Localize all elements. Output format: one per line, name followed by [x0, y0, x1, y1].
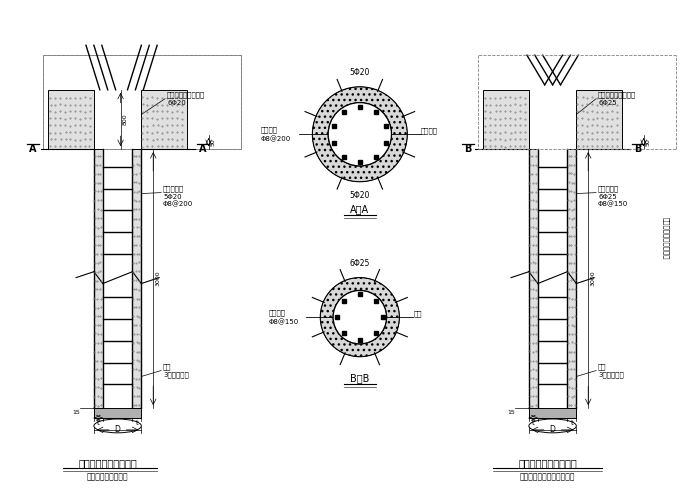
Text: 5Φ20: 5Φ20	[163, 194, 181, 200]
Text: t: t	[571, 420, 573, 426]
Wedge shape	[320, 278, 400, 357]
Bar	[94, 149, 103, 408]
Bar	[141, 90, 187, 149]
Text: 5Φ20: 5Φ20	[350, 191, 370, 200]
Text: 管桩与承台连接详图一: 管桩与承台连接详图一	[79, 458, 137, 468]
Text: B－B: B－B	[350, 373, 370, 384]
Bar	[567, 149, 576, 408]
Text: A: A	[29, 144, 37, 154]
Text: 抗拔桩主筋: 抗拔桩主筋	[163, 185, 184, 192]
Text: A: A	[199, 144, 206, 154]
Text: t: t	[97, 420, 100, 426]
Text: B: B	[464, 144, 471, 154]
Text: 锚筋按图集要求施工: 锚筋按图集要求施工	[167, 91, 206, 98]
Bar	[484, 90, 529, 149]
Text: 15: 15	[507, 409, 515, 415]
Text: 3厚圆薄钢板: 3厚圆薄钢板	[163, 371, 189, 378]
Text: 当管桩完整无破损时: 当管桩完整无破损时	[87, 473, 128, 482]
Text: 800: 800	[123, 114, 128, 125]
Text: t: t	[135, 420, 138, 426]
Wedge shape	[313, 87, 407, 182]
Text: 当桩需要破桩头式施工: 当桩需要破桩头式施工	[663, 217, 669, 259]
Ellipse shape	[529, 419, 576, 433]
Bar	[43, 55, 241, 149]
Text: Φ8@200: Φ8@200	[163, 201, 193, 208]
Text: 环型箍筋: 环型箍筋	[269, 309, 286, 316]
Bar	[94, 408, 141, 418]
Text: A－A: A－A	[351, 204, 369, 214]
Text: 3000: 3000	[155, 271, 160, 286]
Text: 抗拔桩主筋: 抗拔桩主筋	[598, 185, 620, 192]
Text: 管桩与承台连接详图二: 管桩与承台连接详图二	[518, 458, 577, 468]
Text: 5Φ20: 5Φ20	[350, 68, 370, 78]
Circle shape	[328, 102, 391, 166]
Text: 当管桩需要破桩头式施工时: 当管桩需要破桩头式施工时	[520, 473, 575, 482]
Text: 6Φ25: 6Φ25	[350, 259, 370, 268]
Text: 托板: 托板	[598, 363, 607, 370]
Text: 托板: 托板	[163, 363, 172, 370]
Bar	[529, 149, 538, 408]
Text: D: D	[115, 426, 121, 434]
Text: 6Φ25: 6Φ25	[598, 194, 617, 200]
Text: Φ8@150: Φ8@150	[598, 201, 629, 208]
Text: 环型箍筋: 环型箍筋	[261, 126, 278, 133]
Circle shape	[333, 290, 386, 344]
Text: D: D	[550, 426, 555, 434]
Text: 50: 50	[210, 138, 215, 146]
Bar	[529, 408, 576, 418]
Text: 锚筋按图集要求施工: 锚筋按图集要求施工	[598, 91, 636, 98]
Text: 管桩端板: 管桩端板	[421, 127, 438, 134]
Text: 50: 50	[646, 138, 651, 146]
Text: 6Φ20: 6Φ20	[167, 100, 186, 105]
Bar	[576, 90, 622, 149]
Text: 管桩: 管桩	[413, 310, 422, 317]
Bar	[132, 149, 141, 408]
Text: B: B	[634, 144, 641, 154]
Text: 15: 15	[72, 409, 80, 415]
Bar	[48, 90, 94, 149]
Text: t: t	[532, 420, 535, 426]
Ellipse shape	[94, 419, 141, 433]
Text: 3厚圆薄钢板: 3厚圆薄钢板	[598, 371, 624, 378]
Text: 6Φ25: 6Φ25	[598, 100, 617, 105]
Text: Φ8@150: Φ8@150	[269, 319, 299, 325]
Text: Φ8@200: Φ8@200	[261, 136, 291, 142]
Text: 3000: 3000	[590, 271, 595, 286]
